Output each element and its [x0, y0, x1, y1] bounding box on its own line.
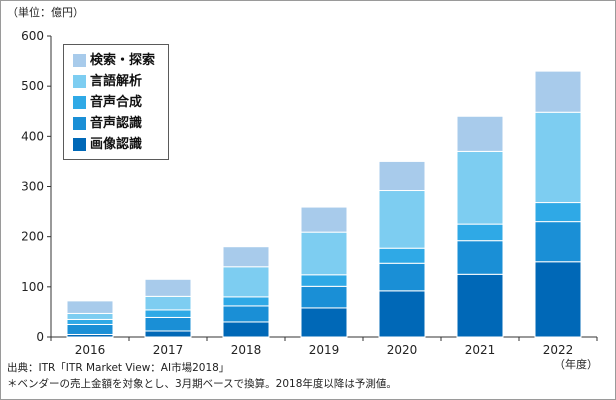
bar-segment	[534, 70, 582, 113]
bar-segment	[144, 330, 192, 338]
unit-label: （単位：億円）	[7, 6, 84, 19]
bar-segment	[378, 247, 426, 264]
y-tick-label: 100	[21, 280, 44, 294]
bar-segment	[66, 300, 114, 314]
bar-segment	[66, 312, 114, 320]
legend-entry: 検索・探索	[73, 50, 168, 71]
bar-segment	[534, 202, 582, 223]
legend-label: 音声認識	[90, 115, 143, 131]
legend-label: 検索・探索	[90, 52, 156, 68]
bar-segment	[300, 231, 348, 276]
legend-label: 画像認識	[90, 136, 143, 152]
bar-segment	[534, 221, 582, 263]
bar-segment	[378, 290, 426, 338]
legend-entry: 画像認識	[73, 134, 168, 155]
bar-segment	[378, 190, 426, 249]
bar-segment	[300, 307, 348, 338]
legend-swatch	[73, 138, 86, 151]
bar-segment	[534, 111, 582, 204]
x-tick-label: 2018	[231, 343, 262, 357]
bar-segment	[144, 309, 192, 318]
x-tick-label: 2017	[153, 343, 184, 357]
bar-segment	[378, 160, 426, 192]
legend-entry: 言語解析	[73, 71, 168, 92]
x-tick-label: 2016	[75, 343, 106, 357]
bar-segment	[456, 240, 504, 275]
bar-segment	[144, 316, 192, 332]
bar-segment	[66, 318, 114, 325]
y-tick-label: 500	[21, 79, 44, 93]
bar-segment	[456, 273, 504, 338]
bar-segment	[456, 150, 504, 225]
bar-segment	[144, 295, 192, 311]
bar-segment	[456, 223, 504, 242]
x-tick-label: 2020	[387, 343, 418, 357]
bar-segment	[534, 261, 582, 338]
y-tick-label: 0	[36, 330, 44, 344]
legend-swatch	[73, 117, 86, 130]
source-note: 出典：ITR「ITR Market View：AI市場2018」	[7, 362, 230, 374]
legend-label: 音声合成	[90, 94, 143, 110]
bar-segment	[300, 285, 348, 309]
x-tick-label: 2021	[465, 343, 496, 357]
y-tick-label: 400	[21, 129, 44, 143]
bar-segment	[222, 305, 270, 323]
footnotes: 出典：ITR「ITR Market View：AI市場2018」 ＊ベンダーの売…	[7, 361, 397, 393]
bar-segment	[222, 321, 270, 338]
bar-segment	[300, 206, 348, 233]
legend-swatch	[73, 75, 86, 88]
legend-entry: 音声合成	[73, 92, 168, 113]
x-axis-unit-label: （年度）	[554, 357, 598, 371]
legend-entry: 音声認識	[73, 113, 168, 134]
bar-segment	[222, 266, 270, 298]
bar-segment	[378, 262, 426, 292]
y-tick-label: 300	[21, 180, 44, 194]
legend-swatch	[73, 54, 86, 67]
y-tick-label: 600	[21, 29, 44, 43]
x-tick-label: 2019	[309, 343, 340, 357]
bar-segment	[222, 246, 270, 268]
forecast-note: ＊ベンダーの売上金額を対象とし、3月期ベースで換算。2018年度以降は予測値。	[7, 378, 397, 390]
legend-label: 言語解析	[90, 73, 143, 89]
bar-segment	[300, 274, 348, 287]
y-tick-label: 200	[21, 230, 44, 244]
x-tick-label: 2022	[543, 343, 574, 357]
legend-swatch	[73, 96, 86, 109]
tick-labels: 0 100 200 300 400 500 600 2016 2017 2018 2019 2020 2…	[21, 29, 598, 371]
bars	[66, 70, 582, 338]
bar-segment	[222, 296, 270, 307]
bar-segment	[456, 115, 504, 152]
bar-segment	[144, 278, 192, 297]
legend: 検索・探索言語解析音声合成音声認識画像認識	[63, 44, 169, 160]
bar-segment	[66, 323, 114, 335]
